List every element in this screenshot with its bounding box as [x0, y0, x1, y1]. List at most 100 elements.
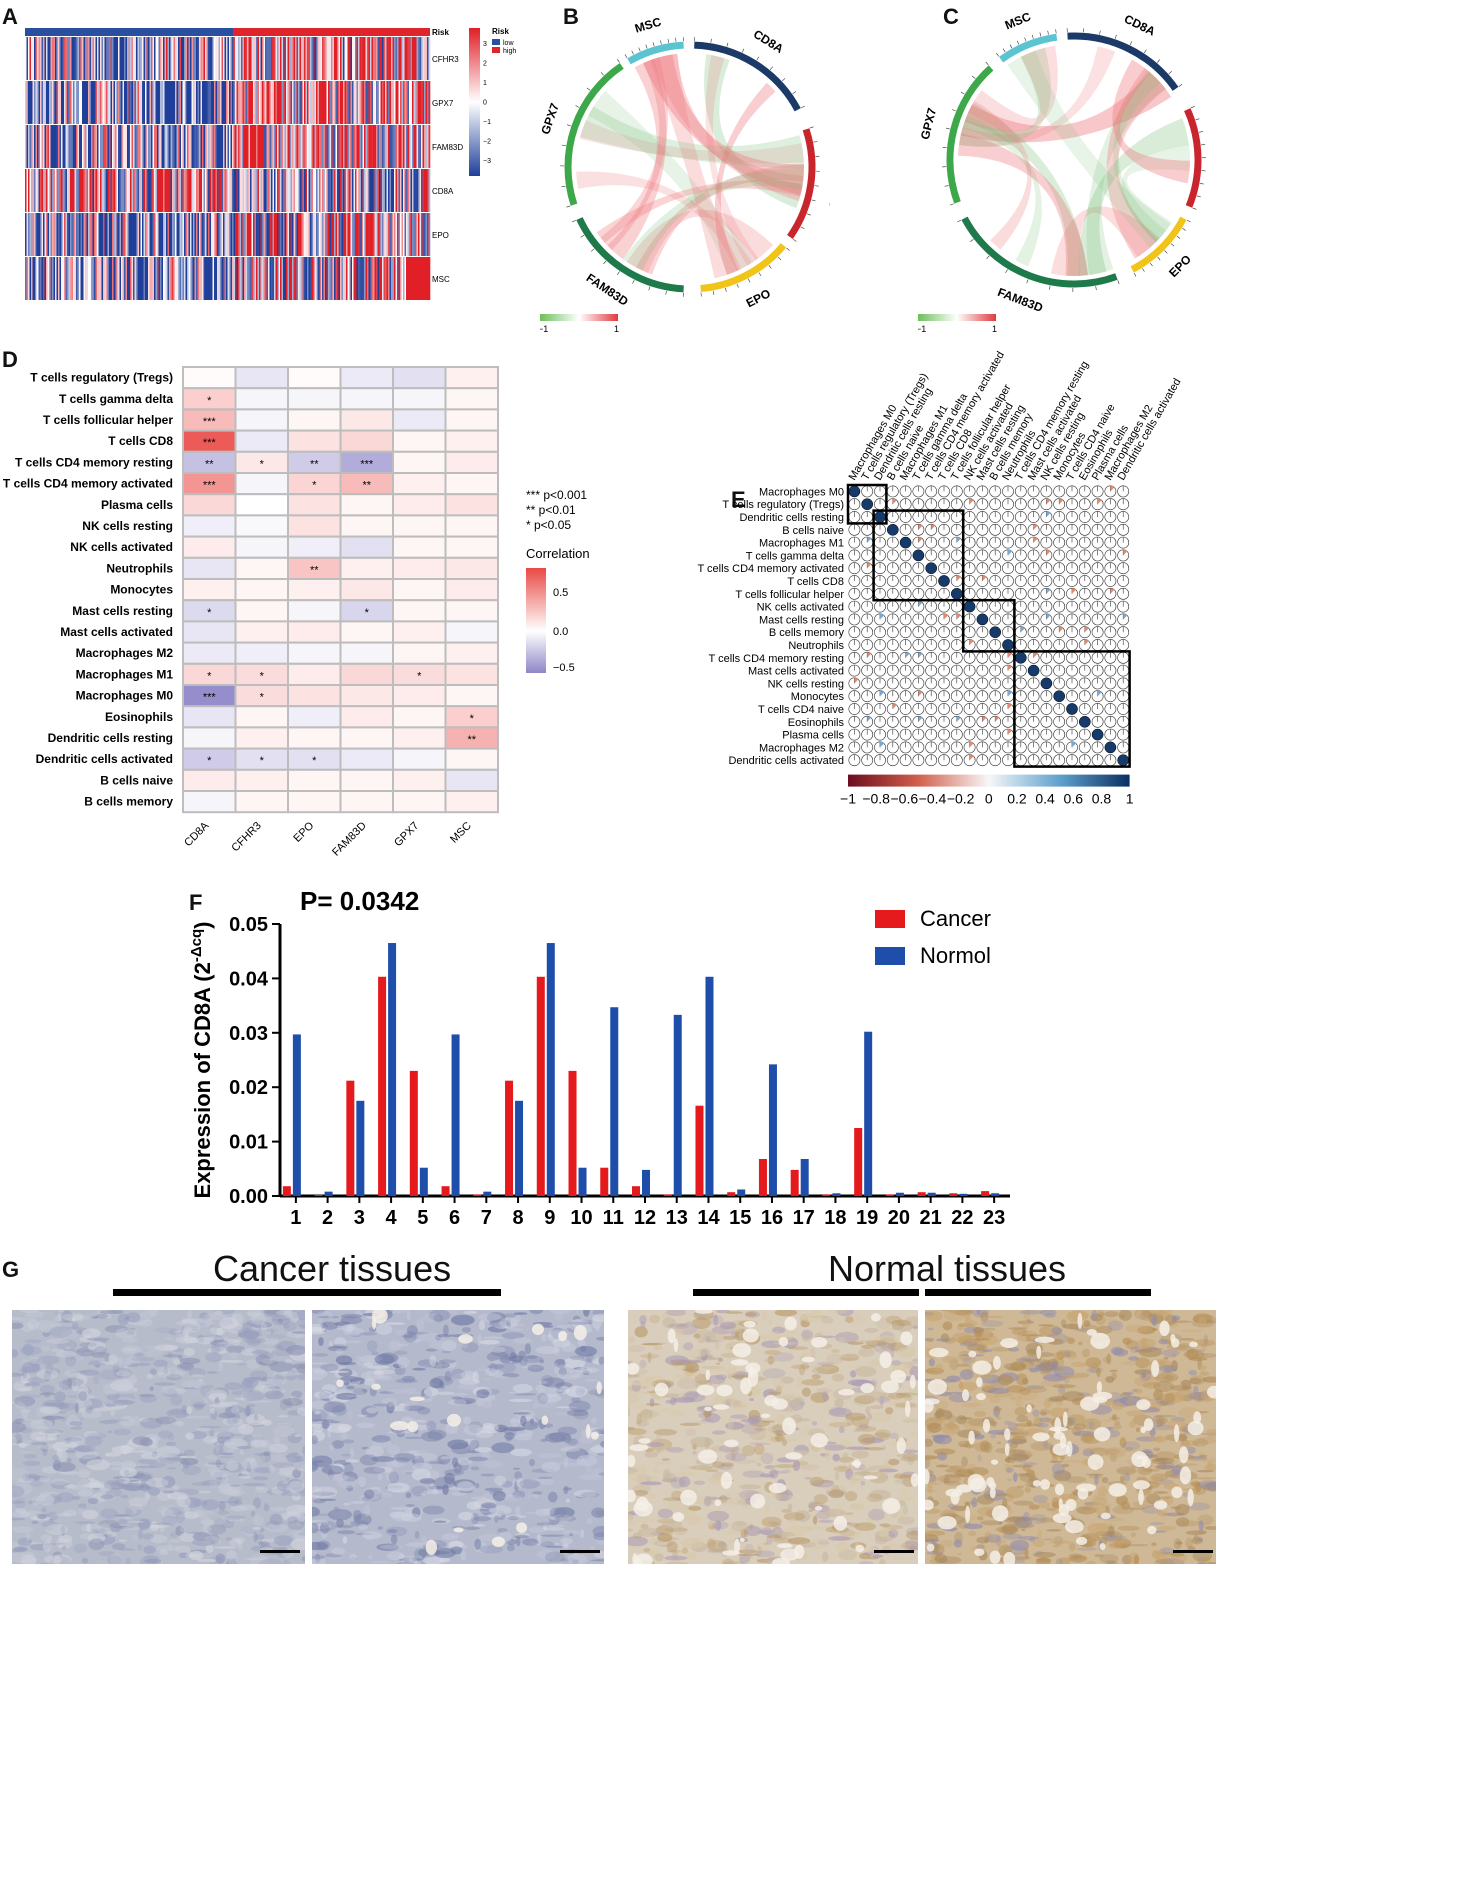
chord-diagram-c: MSC CD8A CFHR3 EPO FAM83D GPX7 −1 1: [918, 9, 1218, 334]
cluster-box: [846, 483, 888, 525]
heatmap-cell: [339, 684, 394, 708]
row-label: Dendritic cells activated: [36, 752, 173, 766]
heatmap-cell: [392, 599, 447, 623]
heatmap-cell: [339, 535, 394, 559]
x-tick-label: 20: [888, 1207, 910, 1229]
heatmap-cell: [392, 472, 447, 496]
heatmap-cell: [287, 662, 342, 686]
heatmap-cell: [444, 768, 499, 792]
row-label: T cells gamma delta: [59, 392, 173, 406]
heatmap-cell: [182, 493, 237, 517]
significance-mark: *: [207, 395, 212, 407]
row-label: T cells CD4 memory activated: [3, 477, 173, 491]
x-tick-label: 21: [920, 1207, 942, 1229]
heatmap-cell: [392, 578, 447, 602]
panel-label-d: D: [2, 347, 18, 372]
heatmap-cell: [339, 514, 394, 538]
heatmap-cell: [392, 408, 447, 432]
chord-link: [623, 167, 804, 271]
chord-links: [958, 45, 1190, 277]
row-label: Monocytes: [110, 583, 173, 597]
bar-cancer: [282, 1186, 291, 1196]
chord-link: [626, 209, 774, 273]
significance-mark: ***: [203, 437, 217, 449]
row-label: T cells CD4 naive: [758, 704, 844, 716]
x-tick-label: 6: [449, 1207, 460, 1229]
heatmap-cell: [182, 514, 237, 538]
x-tick-label: 3: [354, 1207, 365, 1229]
scale-tick: 0.6: [1064, 791, 1084, 807]
heatmap-cell: [234, 578, 289, 602]
bar-cancer: [536, 976, 545, 1196]
panel-label-e: E: [731, 487, 746, 512]
column-label: EPO: [291, 820, 316, 845]
chord-sector-label: EPO: [744, 286, 773, 310]
y-tick-label: 0.03: [229, 1023, 268, 1045]
x-tick-label: 18: [824, 1207, 846, 1229]
heatmap-cell: [234, 768, 289, 792]
legend-label-cancer: Cancer: [920, 906, 991, 931]
row-label: Mast cells resting: [72, 604, 173, 618]
row-label: Macrophages M1: [76, 667, 174, 681]
heatmap-cell: [444, 493, 499, 517]
chord-sector-label: FAM83D: [584, 271, 631, 309]
chord-link: [588, 90, 755, 275]
risk-high-segment: [233, 28, 430, 36]
row-label: Monocytes: [791, 691, 845, 703]
bar-cancer: [981, 1191, 990, 1196]
heatmap-row-fam83d: [25, 125, 431, 168]
chord-link: [1086, 70, 1166, 276]
risk-high-swatch: [492, 47, 500, 53]
heatmap-cell: [444, 408, 499, 432]
significance-mark: ***: [360, 458, 374, 470]
bar-cancer: [473, 1194, 482, 1196]
legend-tick: −0.5: [553, 662, 575, 674]
row-label: Dendritic cells resting: [48, 731, 173, 745]
row-label: Macrophages M0: [76, 689, 174, 703]
heatmap-cell: [392, 556, 447, 581]
heatmap-cell: [234, 535, 289, 559]
chord-sector-msc: [999, 33, 1058, 63]
bar-normol: [991, 1193, 1000, 1196]
row-label: Dendritic cells activated: [728, 755, 844, 767]
x-tick-label: 16: [761, 1207, 783, 1229]
correlation-color-legend: [540, 314, 618, 321]
heatmap-row-gpx7: [25, 81, 431, 124]
bar-cancer: [758, 1159, 767, 1196]
row-label: Macrophages M0: [759, 486, 844, 498]
bar-normol: [864, 1031, 873, 1196]
legend-tick: 0.5: [553, 587, 568, 599]
heatmap-cell: [444, 790, 499, 814]
y-tick-label: 0.02: [229, 1077, 268, 1099]
heatmap-cell: [287, 387, 342, 411]
heatmap-cell: [287, 768, 342, 792]
row-label: Macrophages M2: [759, 742, 844, 754]
heatmap-cell: [392, 705, 447, 729]
heatmap-cell: [392, 747, 447, 771]
correlation-color-scale: [848, 774, 1130, 787]
heatmap-cell: [234, 408, 289, 432]
x-tick-label: 2: [322, 1207, 333, 1229]
chord-sector-label: MSC: [1003, 9, 1033, 32]
risk-heatmap: Risk CFHR3 GPX7 FAM83D CD8A EPO MSC 3 2 1 0 −1 −2 −…: [25, 27, 516, 300]
row-label: T cells gamma delta: [746, 550, 845, 562]
correlation-color-scale: [526, 568, 546, 673]
heatmap-cell: [444, 684, 499, 708]
chord-sector-msc: [627, 41, 684, 65]
chord-link: [642, 54, 804, 196]
cancer-tissue-image-high-mag: [312, 1310, 604, 1564]
bar-normol: [451, 1034, 460, 1196]
chord-link: [958, 133, 1089, 276]
row-label: B cells memory: [84, 795, 173, 809]
heatmap-cell: [287, 726, 342, 750]
heatmap-cell: [392, 620, 447, 644]
row-label: T cells CD8: [108, 434, 173, 448]
bar-cancer: [695, 1105, 704, 1196]
significance-mark: *: [260, 755, 265, 767]
panel-label-a: A: [2, 4, 18, 29]
bar-cancer: [885, 1194, 894, 1196]
significance-legend-item: ** p<0.01: [526, 503, 576, 517]
chord-sector-gpx7: [564, 62, 624, 206]
heatmap-cell: [444, 578, 499, 602]
significance-mark: **: [205, 458, 214, 470]
